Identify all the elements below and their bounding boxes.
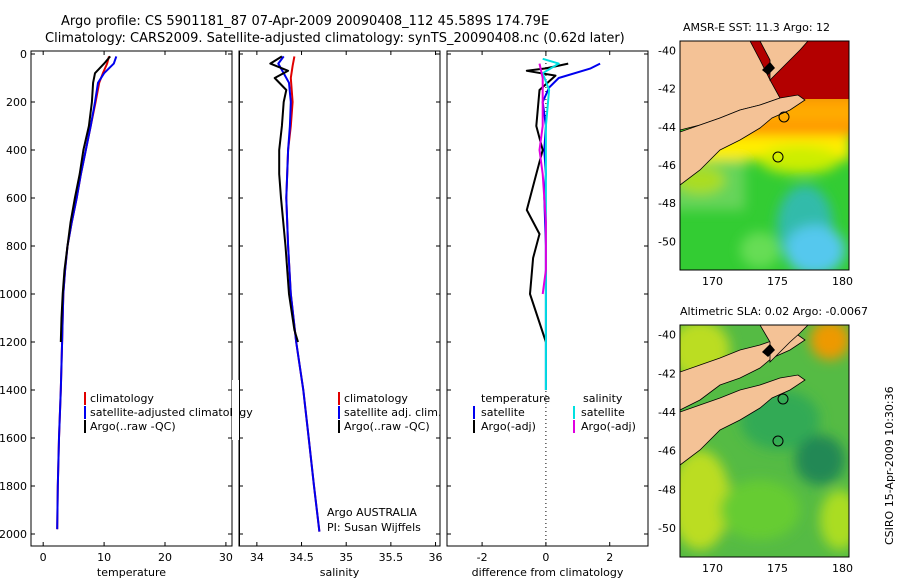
temperature-xtick-label: 0 [40, 551, 47, 564]
figure-title: Argo profile: CS 5901181_87 07-Apr-2009 … [61, 14, 549, 29]
sst-map-ytick-label: -50 [658, 235, 676, 248]
sla-map-frame [679, 324, 850, 558]
legend-label-climatology: climatology [344, 392, 408, 405]
figure-subtitle: Climatology: CARS2009. Satellite-adjuste… [45, 31, 625, 46]
sst-map-ytick-label: -40 [658, 45, 676, 58]
difference-xlabel: difference from climatology [472, 566, 624, 579]
salinity-series-satellite-adj-clim- [277, 55, 321, 532]
salinity-axes: 34 34.5 35 35.5 36 salinity [239, 51, 443, 579]
depth-ytick-label: 400 [6, 144, 27, 157]
temperature-axes: 0 10 20 30 temperature 0 200 400 600 800 1000 1200 1… [0, 48, 233, 579]
sla-map-ytick-label: -48 [658, 483, 676, 496]
sst-map-frame [679, 40, 850, 271]
legend-label-sal-argo: Argo(-adj) [581, 420, 636, 433]
depth-ytick-label: 1400 [0, 384, 27, 397]
legend-label-argo: Argo(..raw -QC) [344, 420, 430, 433]
depth-ytick-label: 1800 [0, 480, 27, 493]
sst-map-image [680, 41, 849, 270]
depth-ytick-label: 0 [20, 48, 27, 61]
sst-map-xtick-label: 175 [767, 275, 788, 288]
legend-label-temp-argo: Argo(-adj) [481, 420, 536, 433]
difference-xtick-label: 2 [606, 551, 613, 564]
temperature-xtick-label: 20 [158, 551, 172, 564]
temperature-xtick-label: 10 [97, 551, 111, 564]
temperature-legend: climatology satellite-adjusted climatolo… [84, 392, 253, 433]
difference-series-temperature-argo-adj- [525, 62, 569, 343]
sla-map-ytick-label: -42 [658, 367, 676, 380]
salinity-legend: climatology satellite adj. clim. Argo(..… [338, 392, 441, 433]
temperature-xtick-label: 30 [219, 551, 233, 564]
difference-panel-frame [446, 50, 649, 547]
salinity-panel-frame [238, 50, 441, 547]
sla-map-ytick-label: -40 [658, 329, 676, 342]
sla-map-image [680, 325, 849, 557]
sla-map-ytick-label: -46 [658, 445, 676, 458]
depth-ytick-label: 2000 [0, 528, 27, 541]
difference-xtick-label: 0 [542, 551, 549, 564]
salinity-xtick-label: 35.5 [379, 551, 404, 564]
sst-map-xtick-label: 180 [832, 275, 853, 288]
sst-map-title: AMSR-E SST: 11.3 Argo: 12 [683, 21, 830, 34]
salinity-annotation-line2: PI: Susan Wijffels [327, 521, 421, 534]
sst-map-ytick-label: -48 [658, 197, 676, 210]
legend-title-salinity: salinity [583, 392, 623, 405]
depth-ytick-label: 1600 [0, 432, 27, 445]
temperature-series-satellite-adjusted-climatology [56, 56, 118, 530]
depth-ytick-label: 600 [6, 192, 27, 205]
legend-label-argo: Argo(..raw -QC) [90, 420, 176, 433]
legend-label-satellite: satellite adj. clim. [344, 406, 441, 419]
temperature-series-argo-raw-qc- [59, 55, 111, 343]
legend-label-temp-satellite: satellite [481, 406, 525, 419]
salinity-annotation-line1: Argo AUSTRALIA [327, 506, 417, 519]
sla-map-ytick-label: -44 [658, 406, 676, 419]
sla-map-ytick-label: -50 [658, 522, 676, 535]
depth-ytick-label: 200 [6, 96, 27, 109]
depth-ytick-label: 1000 [0, 288, 27, 301]
sla-argo-marker-2 [772, 435, 784, 447]
sla-argo-marker [777, 393, 789, 405]
depth-ytick-label: 800 [6, 240, 27, 253]
difference-axes: -2 0 2 difference from climatology [447, 51, 648, 579]
legend-label-climatology: climatology [90, 392, 154, 405]
difference-xtick-label: -2 [477, 551, 488, 564]
difference-series-temperature-satellite [541, 62, 601, 390]
credit-text: CSIRO 15-Apr-2009 10:30:36 [883, 386, 896, 545]
legend-label-sal-satellite: satellite [581, 406, 625, 419]
sst-map-xtick-label: 170 [702, 275, 723, 288]
salinity-xtick-label: 34 [250, 551, 264, 564]
difference-legend: temperature salinity satellite Argo(-adj… [473, 392, 636, 433]
difference-series-salinity-argo-adj- [538, 63, 547, 295]
salinity-xtick-label: 36 [429, 551, 443, 564]
sst-map-ytick-label: -46 [658, 159, 676, 172]
temperature-panel-frame [30, 50, 233, 547]
salinity-xtick-label: 35 [339, 551, 353, 564]
sla-map-xtick-label: 170 [702, 562, 723, 575]
depth-ytick-label: 1200 [0, 336, 27, 349]
salinity-xlabel: salinity [320, 566, 360, 579]
sst-argo-marker [778, 111, 790, 123]
difference-series-salinity-satellite [541, 57, 560, 390]
sla-map-xtick-label: 180 [832, 562, 853, 575]
salinity-panel-frame-left [239, 51, 240, 546]
temperature-series-climatology [56, 56, 110, 530]
sst-argo-marker-2 [772, 151, 784, 163]
legend-title-temperature: temperature [481, 392, 550, 405]
series-layer [56, 55, 601, 532]
legend-label-satellite: satellite-adjusted climatology [90, 406, 253, 419]
sst-map-ytick-label: -44 [658, 121, 676, 134]
sla-map-axes: 170 175 180 -40 -42 -44 -46 -48 -50 [658, 329, 853, 575]
salinity-series-argo-raw-qc- [269, 55, 299, 343]
sla-map-title: Altimetric SLA: 0.02 Argo: -0.0067 [680, 305, 868, 318]
sst-map-ytick-label: -42 [658, 83, 676, 96]
salinity-xtick-label: 34.5 [289, 551, 314, 564]
sla-map-xtick-label: 175 [767, 562, 788, 575]
temperature-xlabel: temperature [97, 566, 166, 579]
